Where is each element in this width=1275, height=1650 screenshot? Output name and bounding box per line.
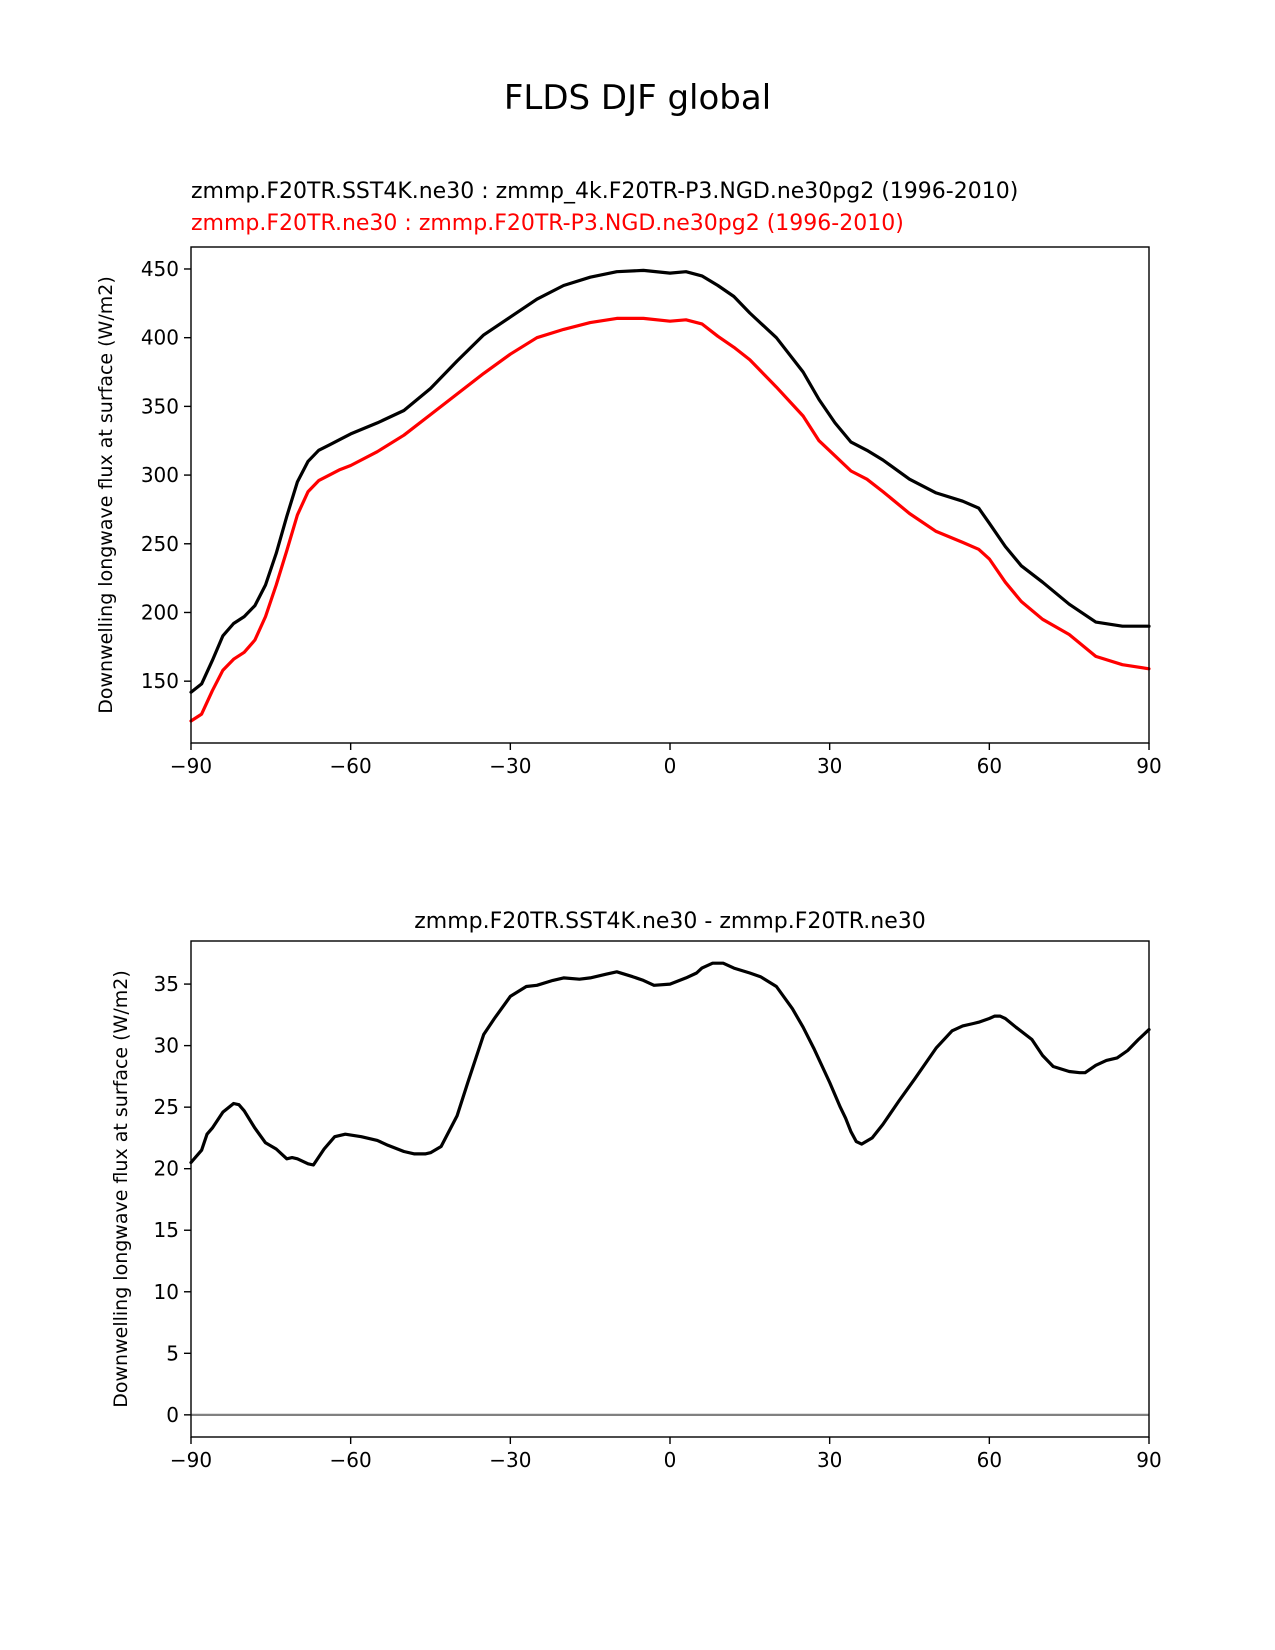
x-tick-label: 60 — [977, 1448, 1002, 1472]
y-tick-label: 450 — [141, 257, 179, 281]
panel-title-line: zmmp.F20TR.ne30 : zmmp.F20TR-P3.NGD.ne30… — [191, 211, 904, 236]
y-tick-label: 30 — [154, 1034, 179, 1058]
y-tick-label: 200 — [141, 600, 179, 624]
bottom-panel: zmmp.F20TR.SST4K.ne30 - zmmp.F20TR.ne30 −… — [110, 909, 1162, 1472]
x-tick-label: 0 — [664, 1448, 677, 1472]
y-axis-label: Downwelling longwave flux at surface (W/… — [110, 970, 132, 1408]
x-tick-label: −90 — [170, 1448, 212, 1472]
figure-suptitle: FLDS DJF global — [504, 78, 771, 118]
y-tick-label: 10 — [154, 1280, 179, 1304]
y-tick-label: 5 — [166, 1341, 179, 1365]
y-tick-label: 400 — [141, 326, 179, 350]
y-tick-label: 35 — [154, 972, 179, 996]
y-tick-label: 350 — [141, 394, 179, 418]
y-tick-label: 25 — [154, 1095, 179, 1119]
panel-title-line: zmmp.F20TR.SST4K.ne30 - zmmp.F20TR.ne30 — [414, 909, 926, 934]
x-tick-label: 90 — [1136, 1448, 1161, 1472]
y-tick-label: 15 — [154, 1218, 179, 1242]
x-tick-label: 60 — [977, 754, 1002, 778]
x-tick-label: −60 — [330, 754, 372, 778]
y-tick-label: 300 — [141, 463, 179, 487]
x-tick-label: −60 — [330, 1448, 372, 1472]
x-tick-label: −30 — [489, 1448, 531, 1472]
series-line — [189, 316, 1151, 723]
x-tick-label: 90 — [1136, 754, 1161, 778]
plot-frame — [190, 940, 1150, 1438]
y-tick-label: 0 — [166, 1403, 179, 1427]
y-tick-label: 150 — [141, 669, 179, 693]
x-tick-label: 30 — [817, 1448, 842, 1472]
y-tick-label: 250 — [141, 532, 179, 556]
x-tick-label: 30 — [817, 754, 842, 778]
y-tick-label: 20 — [154, 1157, 179, 1181]
x-tick-label: −90 — [170, 754, 212, 778]
y-axis-label: Downwelling longwave flux at surface (W/… — [95, 276, 117, 714]
x-tick-label: 0 — [664, 754, 677, 778]
series-line — [189, 961, 1151, 1167]
panel-title-line: zmmp.F20TR.SST4K.ne30 : zmmp_4k.F20TR-P3… — [191, 179, 1018, 204]
series-line — [189, 268, 1151, 694]
top-panel: zmmp.F20TR.SST4K.ne30 : zmmp_4k.F20TR-P3… — [95, 179, 1162, 778]
x-tick-label: −30 — [489, 754, 531, 778]
